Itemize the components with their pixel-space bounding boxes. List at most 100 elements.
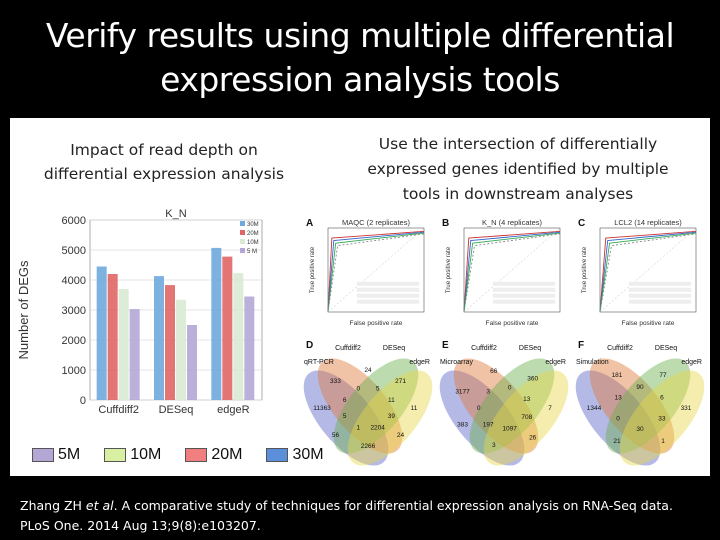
venn-count: 77: [659, 372, 667, 379]
venn-count: 26: [529, 435, 537, 442]
slide-title-line-2: expression analysis tools: [160, 60, 560, 99]
panel-title: K_N (4 replicates): [482, 218, 543, 227]
roc-curve: [327, 232, 425, 313]
venn-count: 13: [614, 395, 622, 402]
bar: [107, 274, 118, 400]
roc-legend-row: [628, 281, 692, 286]
roc-legend-row: [628, 299, 692, 304]
venn-set-label: Microarray: [440, 359, 474, 366]
venn-count: 11363: [313, 405, 331, 412]
x-tick-label: Cuffdiff2: [98, 404, 139, 416]
venn-count: 271: [395, 378, 406, 385]
legend-item: 30M: [266, 446, 324, 464]
roc-legend-row: [492, 287, 556, 292]
y-tick-label: 6000: [62, 215, 86, 227]
legend-label: 30M: [292, 446, 324, 463]
roc-curve: [327, 231, 425, 313]
legend-swatch: [104, 448, 127, 462]
left-heading-line-2: differential expression analysis: [43, 165, 285, 183]
venn-count: 66: [490, 368, 498, 375]
legend-item: 5M: [32, 446, 80, 464]
venn-count: 197: [483, 421, 494, 428]
y-axis-label: True positive rate: [446, 246, 452, 293]
venn-set: [347, 370, 433, 466]
legend-swatch: [240, 230, 245, 235]
venn-count: 383: [457, 421, 468, 428]
roc-curve: [463, 232, 561, 313]
venn-count: 181: [612, 372, 623, 379]
legend-swatch: [240, 221, 245, 226]
y-tick-label: 0: [80, 395, 86, 407]
venn-count: 5: [376, 386, 380, 393]
x-axis-label: False positive rate: [486, 320, 539, 327]
legend-label: 30M: [247, 222, 259, 228]
roc-legend-row: [356, 299, 420, 304]
panel-letter: D: [306, 340, 313, 351]
x-axis-label: False positive rate: [622, 320, 675, 327]
legend-swatch: [240, 239, 245, 244]
roc-venn-figure: A MAQC (2 replicates) False positive rate T…: [303, 218, 705, 466]
venn-count: 0: [477, 405, 481, 412]
roc-legend-row: [356, 293, 420, 298]
venn-set-label: Cuffdiff2: [471, 345, 497, 352]
y-tick-label: 3000: [62, 305, 86, 317]
venn-count: 3177: [455, 389, 470, 396]
legend-swatch: [32, 448, 54, 462]
bar: [187, 325, 197, 400]
venn-set: [575, 370, 661, 466]
venn-count: 333: [330, 378, 341, 385]
bar: [233, 273, 244, 400]
venn-count: 0: [508, 385, 512, 392]
deg-bar-chart: 0 1000 2000 3000 4000 5000 6000 K_N Number of DE…: [16, 208, 263, 416]
citation-authors: Zhang ZH: [20, 498, 86, 513]
venn-set-label: Simulation: [576, 359, 609, 366]
venn-set: [333, 358, 419, 454]
y-tick-label: 5000: [62, 245, 86, 257]
y-tick-label: 1000: [62, 365, 86, 377]
citation-etal: et al: [85, 498, 114, 513]
right-heading-line-3: tools in downstream analyses: [402, 185, 634, 203]
venn-count: 24: [364, 367, 372, 374]
roc-legend-row: [628, 287, 692, 292]
venn-set-label: Cuffdiff2: [607, 345, 633, 352]
venn-count: 1: [357, 424, 361, 431]
venn-count: 6: [660, 395, 664, 402]
right-heading-line-2: expressed genes identified by multiple: [367, 160, 669, 178]
venn-count: 1097: [502, 425, 517, 432]
venn-set: [439, 370, 525, 466]
content-panel: Impact of read depth on differential exp…: [10, 118, 710, 476]
legend-label: 10M: [247, 240, 259, 246]
roc-legend-row: [492, 281, 556, 286]
right-heading: Use the intersection of differentially e…: [328, 132, 708, 207]
venn-count: 56: [332, 432, 340, 439]
legend-swatch: [185, 448, 208, 462]
panel-letter: C: [578, 218, 585, 229]
x-tick-label: edgeR: [217, 404, 249, 416]
panel-letter: F: [578, 340, 584, 351]
venn-count: 360: [527, 375, 538, 382]
venn-set: [453, 358, 539, 454]
venn-count: 39: [388, 413, 396, 420]
venn-count: 24: [397, 432, 405, 439]
y-tick-label: 4000: [62, 275, 86, 287]
legend-label: 10M: [130, 446, 162, 463]
venn-set: [303, 370, 389, 466]
venn-count: 708: [521, 414, 532, 421]
legend-item: 10M: [104, 446, 161, 464]
roc-curve: [463, 231, 561, 313]
venn-count: 6: [343, 397, 347, 404]
slide-title-line-1: Verify results using multiple differenti…: [45, 16, 675, 55]
x-axis-label: False positive rate: [350, 320, 403, 327]
panel-letter: A: [306, 218, 313, 229]
bar: [176, 299, 186, 400]
venn-count: 11: [388, 397, 395, 404]
y-axis-label: True positive rate: [582, 246, 588, 293]
x-tick-label: DESeq: [159, 404, 194, 416]
venn-count: 3: [486, 389, 490, 396]
citation: Zhang ZH et al. A comparative study of t…: [20, 496, 710, 536]
venn-count: 7: [548, 405, 552, 412]
venn-set-label: DESeq: [655, 345, 677, 352]
panel-title: LCL2 (14 replicates): [614, 218, 682, 227]
venn-count: 0: [616, 415, 620, 422]
roc-legend-row: [492, 299, 556, 304]
